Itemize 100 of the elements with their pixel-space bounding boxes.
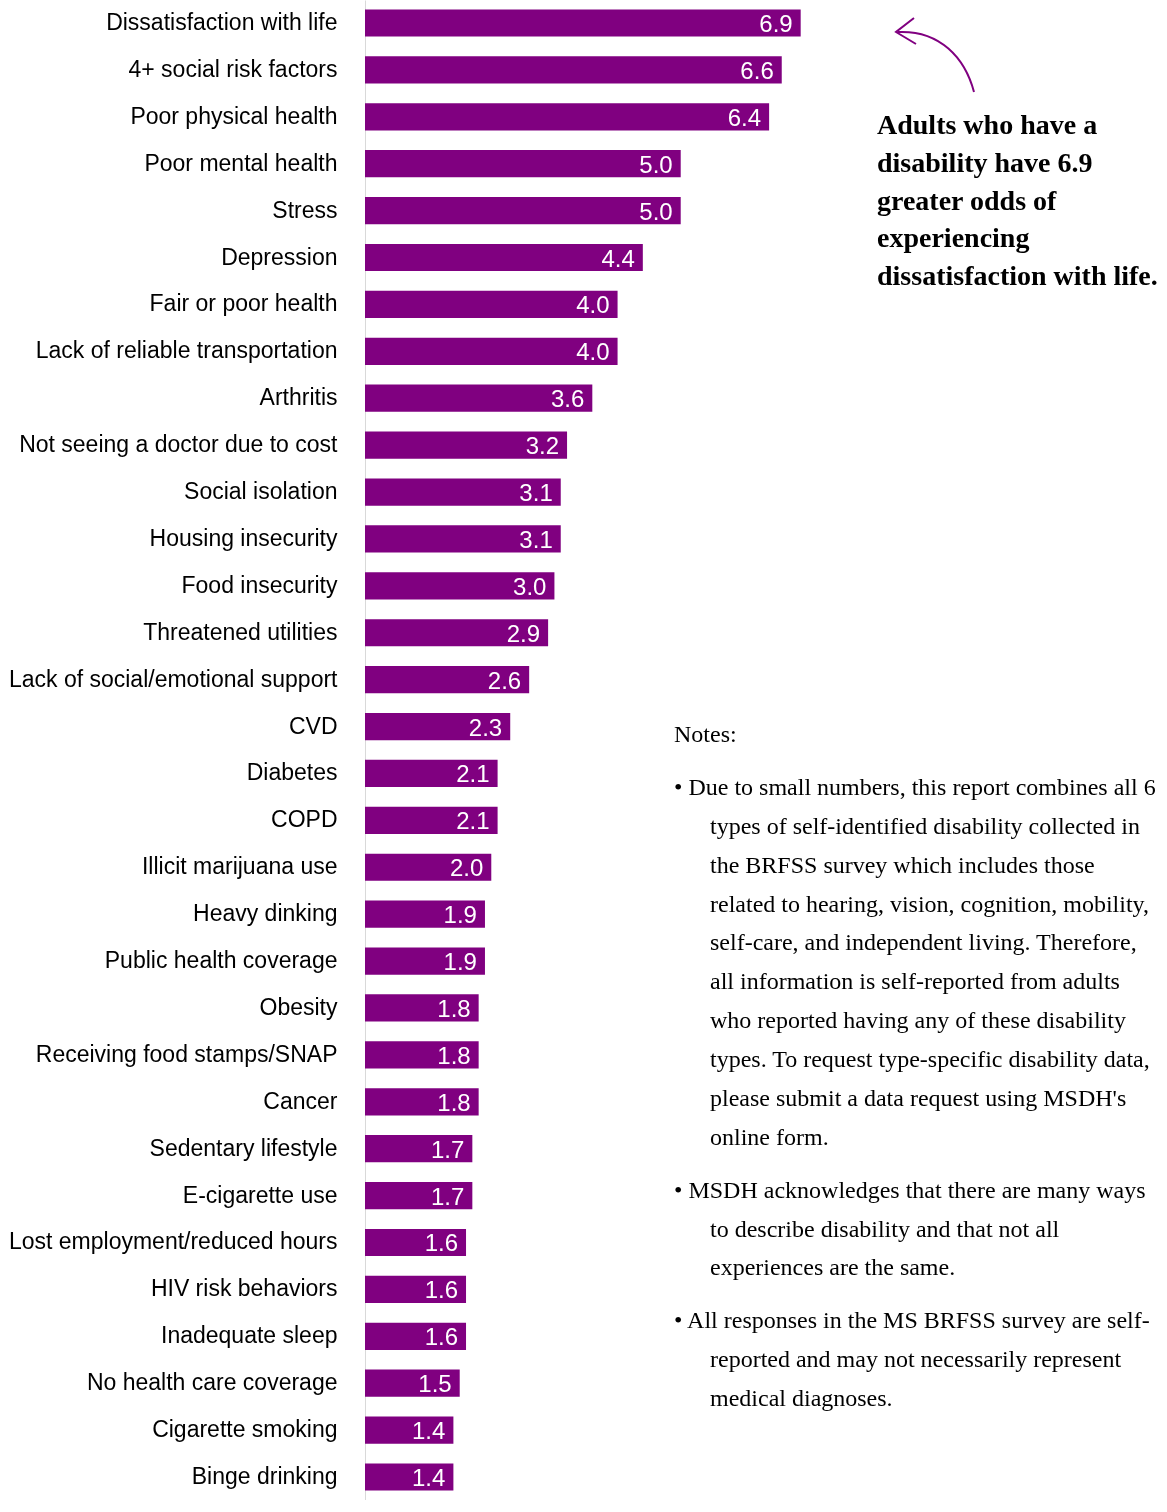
bar bbox=[365, 1135, 473, 1163]
y-tick-label: Heavy dinking bbox=[193, 900, 338, 927]
y-tick-label: Poor physical health bbox=[130, 102, 338, 129]
y-tick-label: Threatened utilities bbox=[143, 618, 338, 645]
data-label: 1.8 bbox=[437, 994, 471, 1022]
bar bbox=[365, 947, 485, 975]
bar bbox=[365, 666, 530, 694]
annotation: Notes: bbox=[674, 720, 738, 749]
bar bbox=[365, 1181, 473, 1210]
y-tick-label: Diabetes bbox=[246, 759, 338, 786]
data-label: 3.1 bbox=[519, 479, 553, 507]
data-label: 5.0 bbox=[639, 150, 673, 178]
bar bbox=[365, 1369, 460, 1397]
data-label: 3.1 bbox=[519, 525, 553, 553]
bar bbox=[365, 853, 492, 881]
y-tick-label: Dissatisfaction with life bbox=[106, 8, 338, 35]
y-tick-label: Stress bbox=[272, 196, 338, 223]
data-label: 6.4 bbox=[727, 103, 762, 131]
y-tick-label: Food insecurity bbox=[181, 571, 338, 598]
bar bbox=[365, 384, 593, 412]
data-label: 2.0 bbox=[449, 854, 484, 882]
bar bbox=[365, 525, 561, 553]
data-label: 5.0 bbox=[639, 197, 673, 225]
y-tick-label: Binge drinking bbox=[191, 1463, 338, 1490]
bar bbox=[365, 1416, 454, 1444]
y-tick-label: Lost employment/reduced hours bbox=[8, 1228, 338, 1255]
data-label: 2.3 bbox=[468, 713, 503, 741]
bar bbox=[365, 712, 511, 741]
data-label: 6.9 bbox=[759, 9, 793, 37]
data-label: 1.6 bbox=[424, 1229, 459, 1257]
text: • Due to small numbers, this report combines all 6 types of self-identified disability collected in the BRFSS survey which includes those related to hearing, vision, cognition, mobility, self-care, and independent living. Therefore, all information is self-reported from adults who reported having any of these disability types. To request type-specific disability data, please submit a data request using MSDH's online form. bbox=[674, 773, 1156, 1150]
data-label: 1.4 bbox=[412, 1417, 446, 1445]
y-tick-label: Sedentary lifestyle bbox=[149, 1134, 338, 1161]
y-tick-label: E-cigarette use bbox=[182, 1181, 338, 1208]
text: Adults who have a disability have 6.9 greater odds of experiencing dissatisfaction with life. bbox=[877, 108, 1159, 294]
data-label: 1.8 bbox=[437, 1041, 471, 1069]
y-tick-label: Housing insecurity bbox=[149, 524, 338, 551]
data-label: 2.9 bbox=[506, 619, 541, 647]
bar bbox=[365, 337, 618, 365]
bar bbox=[365, 9, 801, 37]
y-tick-label: Depression bbox=[221, 243, 338, 270]
y-tick-label: Not seeing a doctor due to cost bbox=[19, 431, 339, 458]
data-label: 3.2 bbox=[525, 432, 560, 460]
data-label: 1.8 bbox=[437, 1088, 471, 1116]
data-label: 1.5 bbox=[418, 1370, 452, 1398]
data-label: 4.0 bbox=[576, 338, 610, 366]
data-label: 6.6 bbox=[740, 56, 774, 84]
data-label: 1.7 bbox=[430, 1182, 465, 1210]
y-tick-label: Lack of social/emotional support bbox=[8, 665, 339, 692]
bar bbox=[365, 759, 498, 788]
annotation: • All responses in the MS BRFSS survey are self-reported and may not necessarily represent medical diagnoses. bbox=[674, 1306, 1151, 1413]
data-label: 1.6 bbox=[424, 1323, 459, 1351]
y-tick-label: CVD bbox=[288, 712, 338, 739]
bar bbox=[365, 1463, 454, 1491]
bar bbox=[365, 1322, 467, 1350]
y-tick-label: Illicit marijuana use bbox=[141, 853, 338, 880]
bar bbox=[365, 1041, 479, 1069]
bar bbox=[365, 994, 479, 1022]
bar bbox=[365, 150, 681, 178]
data-label: 1.6 bbox=[424, 1276, 459, 1304]
bar bbox=[365, 478, 561, 506]
data-label: 2.1 bbox=[456, 807, 490, 835]
y-tick-label: Receiving food stamps/SNAP bbox=[35, 1040, 338, 1067]
bar bbox=[365, 197, 681, 225]
data-label: 3.0 bbox=[513, 572, 547, 600]
y-tick-label: Social isolation bbox=[184, 478, 338, 505]
y-tick-label: Arthritis bbox=[259, 384, 338, 411]
bar bbox=[365, 900, 485, 928]
y-tick-label: Obesity bbox=[259, 993, 338, 1020]
data-label: 1.9 bbox=[443, 948, 477, 976]
data-label: 3.6 bbox=[550, 385, 585, 413]
bar bbox=[365, 243, 643, 272]
y-tick-label: HIV risk behaviors bbox=[150, 1275, 338, 1302]
bar bbox=[365, 1228, 467, 1257]
bar bbox=[365, 431, 568, 459]
y-tick-label: No health care coverage bbox=[86, 1369, 338, 1396]
bar bbox=[365, 806, 498, 834]
data-label: 1.4 bbox=[412, 1464, 446, 1492]
bar bbox=[365, 103, 770, 131]
bar bbox=[365, 1088, 479, 1116]
y-tick-label: Poor mental health bbox=[144, 149, 338, 176]
y-tick-label: Cigarette smoking bbox=[152, 1416, 338, 1443]
bar bbox=[365, 619, 549, 647]
bar bbox=[365, 1275, 467, 1303]
y-tick-label: Public health coverage bbox=[104, 947, 338, 974]
y-tick-label: Lack of reliable transportation bbox=[35, 337, 338, 364]
data-label: 2.1 bbox=[456, 760, 490, 788]
data-label: 4.0 bbox=[576, 291, 610, 319]
y-tick-label: Fair or poor health bbox=[149, 290, 338, 317]
data-label: 1.7 bbox=[430, 1135, 465, 1163]
y-tick-label: Cancer bbox=[263, 1087, 338, 1114]
data-label: 1.9 bbox=[443, 901, 477, 929]
y-tick-label: 4+ social risk factors bbox=[128, 55, 338, 82]
bar bbox=[365, 572, 555, 600]
annotation: • MSDH acknowledges that there are many ways to describe disability and that not all experiences are the same. bbox=[674, 1175, 1147, 1283]
y-tick-label: Inadequate sleep bbox=[161, 1322, 338, 1349]
y-tick-label: COPD bbox=[271, 806, 338, 833]
bar bbox=[365, 56, 782, 84]
bar bbox=[365, 290, 618, 319]
data-label: 2.6 bbox=[487, 666, 522, 694]
